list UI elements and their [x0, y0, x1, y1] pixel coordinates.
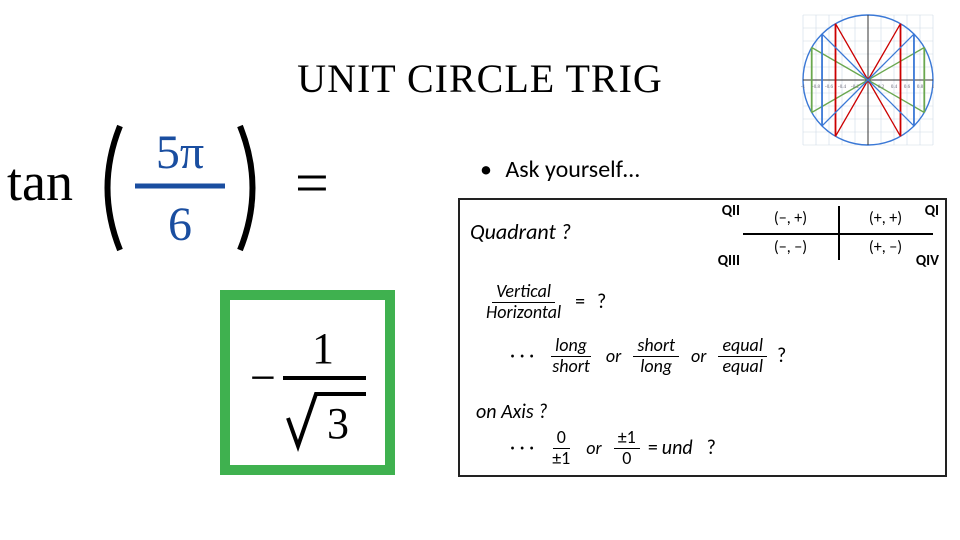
ao-f1-num: 0 [553, 428, 570, 449]
quadrant-sign-grid: (−, +) (+, +) (−, −) (+, −) [743, 204, 933, 262]
label-q2: QII [722, 202, 740, 220]
cell-q3: (−, −) [743, 233, 838, 262]
or-3: or [586, 437, 601, 459]
ao-q: ? [707, 436, 716, 460]
lso-q: ? [777, 344, 786, 368]
vh-num: Vertical [492, 282, 555, 303]
answer-box: − 1 3 [220, 290, 395, 475]
cell-q2: (−, +) [743, 204, 838, 233]
svg-text:-1: -1 [801, 85, 806, 90]
length-options-row: · · · longshort or shortlong or equalequ… [510, 330, 935, 382]
answer-minus: − [250, 352, 276, 403]
func-label: tan [7, 152, 73, 212]
equals-sign: = [295, 150, 329, 216]
f3-num: equal [718, 336, 767, 357]
svg-text:-0.2: -0.2 [851, 85, 859, 90]
ratio-row: Vertical Horizontal = ? [478, 276, 935, 328]
svg-text:0.4: 0.4 [891, 85, 898, 90]
f1-den: short [548, 357, 594, 377]
ao-f2-den: 0 [618, 449, 635, 469]
ratio-q: ? [597, 290, 606, 314]
left-paren-icon [108, 126, 121, 250]
dots-icon-2: · · · [510, 436, 534, 460]
f3-den: equal [718, 357, 767, 377]
svg-text:1: 1 [932, 85, 935, 90]
ao-und: und [662, 436, 693, 460]
ratio-eq: = [575, 290, 585, 314]
cell-q1: (+, +) [838, 204, 933, 233]
label-q3: QIII [718, 252, 740, 270]
svg-text:-0.6: -0.6 [825, 85, 833, 90]
answer-fraction: − 1 3 [238, 308, 378, 458]
f1-num: long [551, 336, 591, 357]
page-title: UNIT CIRCLE TRIG [297, 55, 663, 102]
bullet-text: Ask yourself… [505, 155, 639, 184]
svg-text:0.8: 0.8 [917, 85, 924, 90]
svg-text:0.6: 0.6 [904, 85, 911, 90]
ao-f2-num: ±1 [614, 428, 640, 449]
bullet-line: • Ask yourself… [480, 155, 640, 184]
cell-q4: (+, −) [838, 233, 933, 262]
f2-num: short [633, 336, 679, 357]
f2-den: long [636, 357, 676, 377]
unit-circle-diagram: -1 -0.8 -0.6 -0.4 -0.2 0.2 0.4 0.6 0.8 1 [798, 10, 938, 150]
reference-panel: Quadrant ? QII QI QIII QIV (−, +) (+, +)… [458, 198, 947, 477]
svg-text:0.2: 0.2 [878, 85, 885, 90]
arg-numer: 5π [156, 126, 204, 179]
dots-icon: · · · [510, 344, 534, 368]
ao-f1-den: ±1 [548, 449, 574, 469]
vh-den: Horizontal [482, 303, 565, 323]
svg-text:-0.8: -0.8 [812, 85, 820, 90]
or-2: or [691, 345, 706, 367]
tangent-expression: tan 5π 6 = [5, 108, 395, 268]
svg-text:-0.4: -0.4 [838, 85, 846, 90]
or-1: or [606, 345, 621, 367]
ao-eq: = [648, 436, 658, 460]
quadrant-prompt: Quadrant ? [470, 218, 571, 245]
bullet-dot: • [480, 155, 492, 184]
on-axis-label: on Axis ? [476, 400, 547, 424]
answer-numer: 1 [312, 324, 334, 373]
arg-denom: 6 [168, 198, 192, 251]
axis-options-row: · · · 0±1 or ±10 = und ? [510, 422, 935, 474]
answer-radicand: 3 [327, 399, 349, 448]
vh-fraction: Vertical Horizontal [482, 282, 565, 323]
right-paren-icon [240, 126, 253, 250]
